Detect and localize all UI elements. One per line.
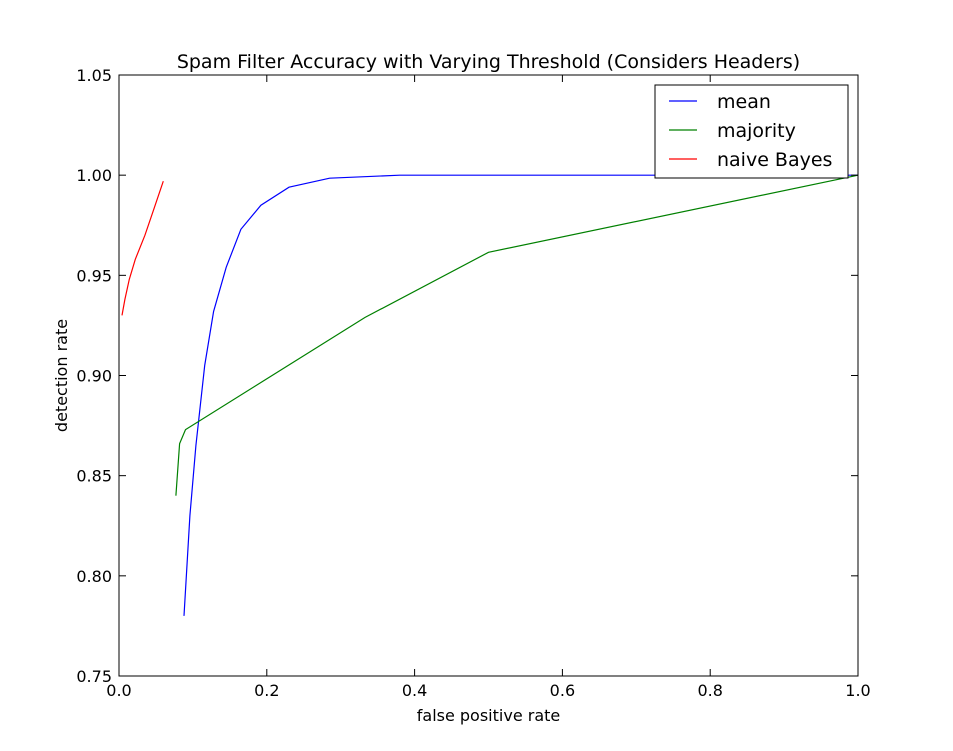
x-tick-label: 1.0: [845, 681, 870, 700]
legend: mean majority naive Bayes: [654, 84, 849, 179]
y-tick-label: 0.85: [76, 467, 112, 486]
series-line-majority: [175, 174, 859, 496]
y-tick-label: 0.75: [76, 667, 112, 686]
series-line-naive-bayes: [121, 181, 164, 316]
x-tick-label: 0.4: [402, 681, 427, 700]
legend-label: mean: [717, 91, 771, 113]
y-tick-label: 0.80: [76, 567, 112, 586]
x-tick-label: 0.0: [106, 681, 131, 700]
chart-title: Spam Filter Accuracy with Varying Thresh…: [177, 51, 800, 73]
x-tick-label: 0.6: [550, 681, 575, 700]
series-layer: [121, 174, 859, 616]
x-tick-label: 0.8: [697, 681, 722, 700]
x-tick-label: 0.2: [254, 681, 279, 700]
ticks-layer: 0.0 0.2 0.4 0.6 0.8 1.0 0.75 0.80 0.85 0.90 0.95 1.…: [76, 66, 870, 700]
x-axis-title: false positive rate: [417, 706, 561, 725]
y-tick-label: 1.00: [76, 166, 112, 185]
y-tick-label: 0.90: [76, 367, 112, 386]
series-line-mean: [183, 174, 858, 616]
legend-label: naive Bayes: [717, 149, 832, 171]
y-axis-title: detection rate: [52, 319, 71, 432]
y-tick-label: 0.95: [76, 266, 112, 285]
y-tick-label: 1.05: [76, 66, 112, 85]
legend-label: majority: [717, 120, 796, 142]
